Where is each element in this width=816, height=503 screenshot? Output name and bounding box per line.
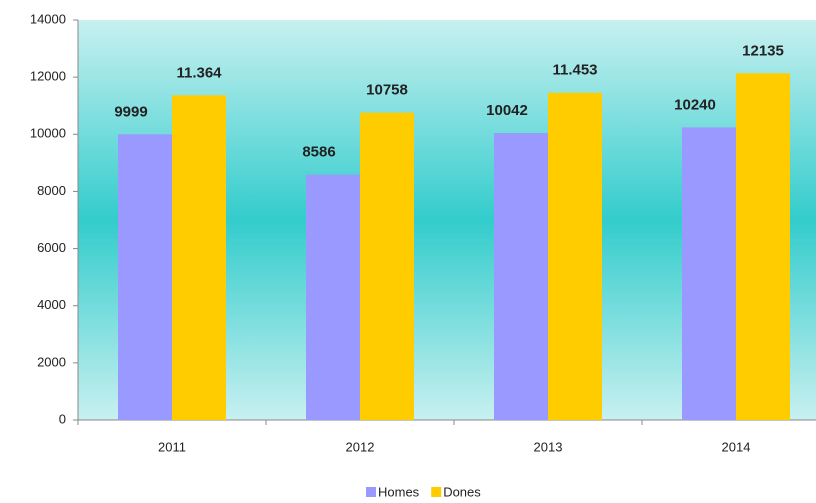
legend-label: Homes bbox=[378, 484, 420, 499]
y-tick-label: 0 bbox=[59, 411, 66, 426]
value-label: 8586 bbox=[302, 144, 335, 161]
bar bbox=[306, 174, 360, 420]
value-label: 10240 bbox=[674, 96, 716, 113]
bar bbox=[494, 133, 548, 421]
bar bbox=[682, 127, 736, 420]
y-tick-label: 12000 bbox=[30, 69, 66, 84]
bar bbox=[172, 95, 226, 421]
value-label: 11.453 bbox=[552, 62, 597, 79]
value-label: 12135 bbox=[742, 42, 784, 59]
bar bbox=[118, 134, 172, 421]
legend-label: Dones bbox=[443, 484, 481, 499]
y-tick-label: 10000 bbox=[30, 126, 66, 141]
legend-swatch bbox=[431, 487, 442, 497]
value-label: 9999 bbox=[114, 103, 147, 120]
bar bbox=[548, 92, 602, 421]
x-tick-label: 2013 bbox=[534, 439, 563, 454]
x-tick-label: 2012 bbox=[346, 439, 375, 454]
y-tick-label: 4000 bbox=[37, 297, 66, 312]
value-label: 10042 bbox=[486, 102, 528, 119]
bar bbox=[736, 73, 790, 421]
value-label: 11.364 bbox=[176, 64, 222, 81]
y-tick-label: 2000 bbox=[37, 354, 66, 369]
y-tick-label: 14000 bbox=[30, 11, 66, 26]
y-tick-label: 8000 bbox=[37, 183, 66, 198]
x-tick-label: 2014 bbox=[722, 439, 751, 454]
value-label: 10758 bbox=[366, 82, 408, 99]
x-tick-label: 2011 bbox=[158, 439, 186, 454]
bar bbox=[360, 112, 414, 420]
legend-swatch bbox=[366, 487, 376, 497]
y-tick-label: 6000 bbox=[37, 240, 66, 255]
